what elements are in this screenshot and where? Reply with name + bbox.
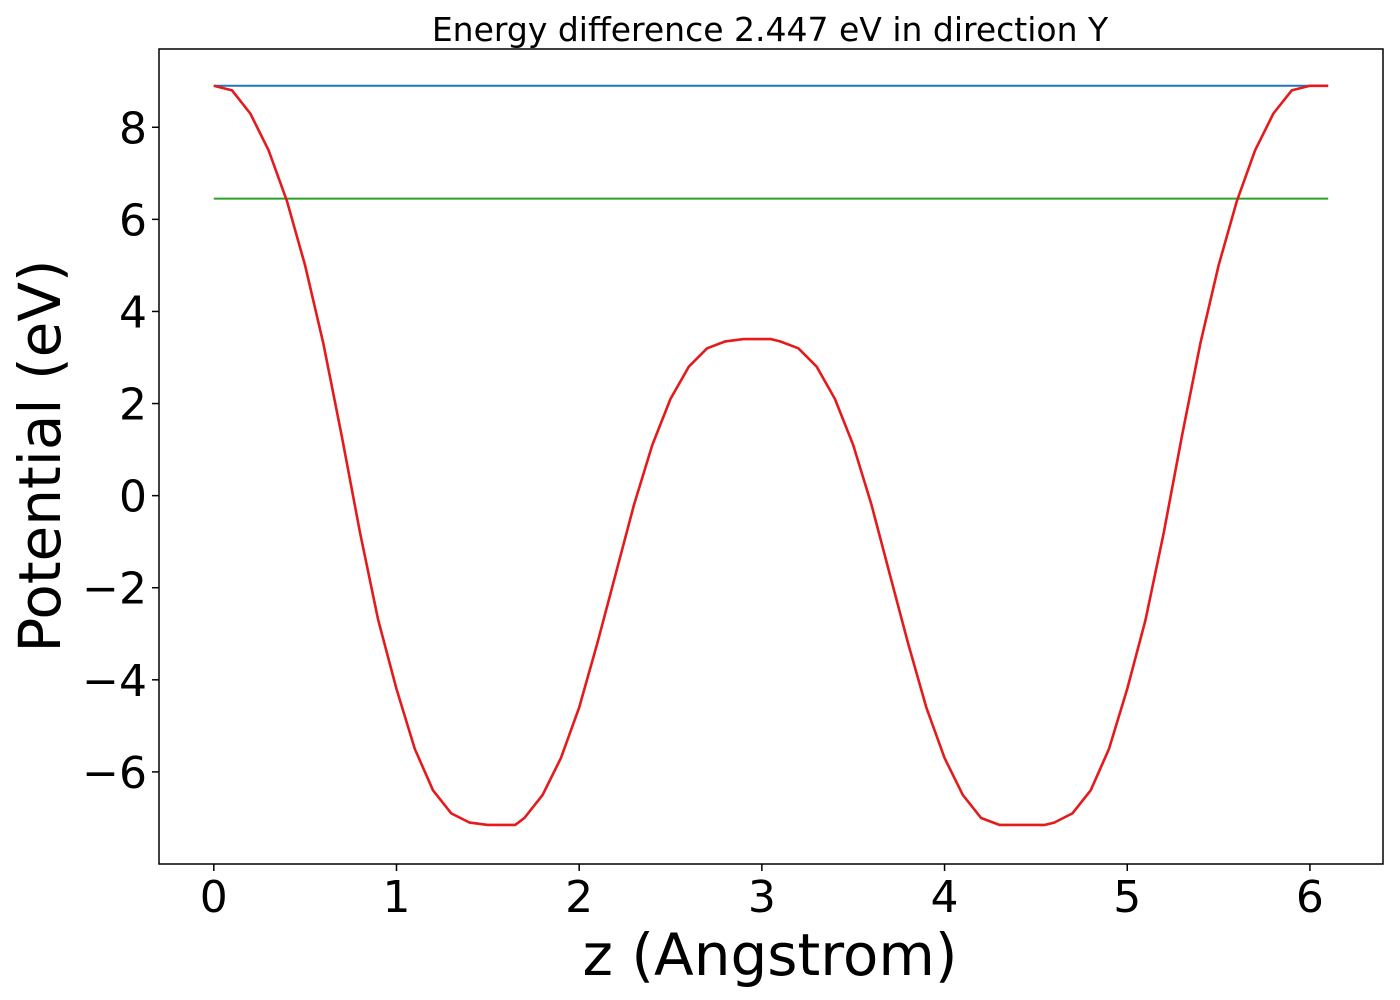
y-tick-label: 2 <box>119 380 147 431</box>
y-tick-label: −4 <box>82 656 147 707</box>
x-tick-label: 6 <box>1296 872 1324 923</box>
y-tick-label: −2 <box>82 564 147 615</box>
y-tick-label: −6 <box>82 748 147 799</box>
plot-frame <box>158 48 1384 865</box>
y-axis-label: Potential (eV) <box>6 259 74 652</box>
x-tick-label: 0 <box>200 872 228 923</box>
y-axis-ticks: −6 −4 −2 0 2 4 6 8 <box>82 103 159 799</box>
y-tick-label: 0 <box>119 472 147 523</box>
x-tick-label: 1 <box>382 872 410 923</box>
series-layer <box>213 84 1329 827</box>
x-axis-label: z (Angstrom) <box>583 921 958 989</box>
y-tick-label: 8 <box>119 103 147 154</box>
x-tick-label: 2 <box>565 872 593 923</box>
x-axis-ticks: 0 1 2 3 4 5 6 <box>200 864 1324 923</box>
chart-title: Energy difference 2.447 eV in direction … <box>432 10 1109 49</box>
x-tick-label: 5 <box>1113 872 1141 923</box>
series-line-3 <box>213 84 1329 827</box>
x-tick-label: 4 <box>931 872 959 923</box>
y-tick-label: 6 <box>119 195 147 246</box>
y-tick-label: 4 <box>119 287 147 338</box>
x-tick-label: 3 <box>748 872 776 923</box>
